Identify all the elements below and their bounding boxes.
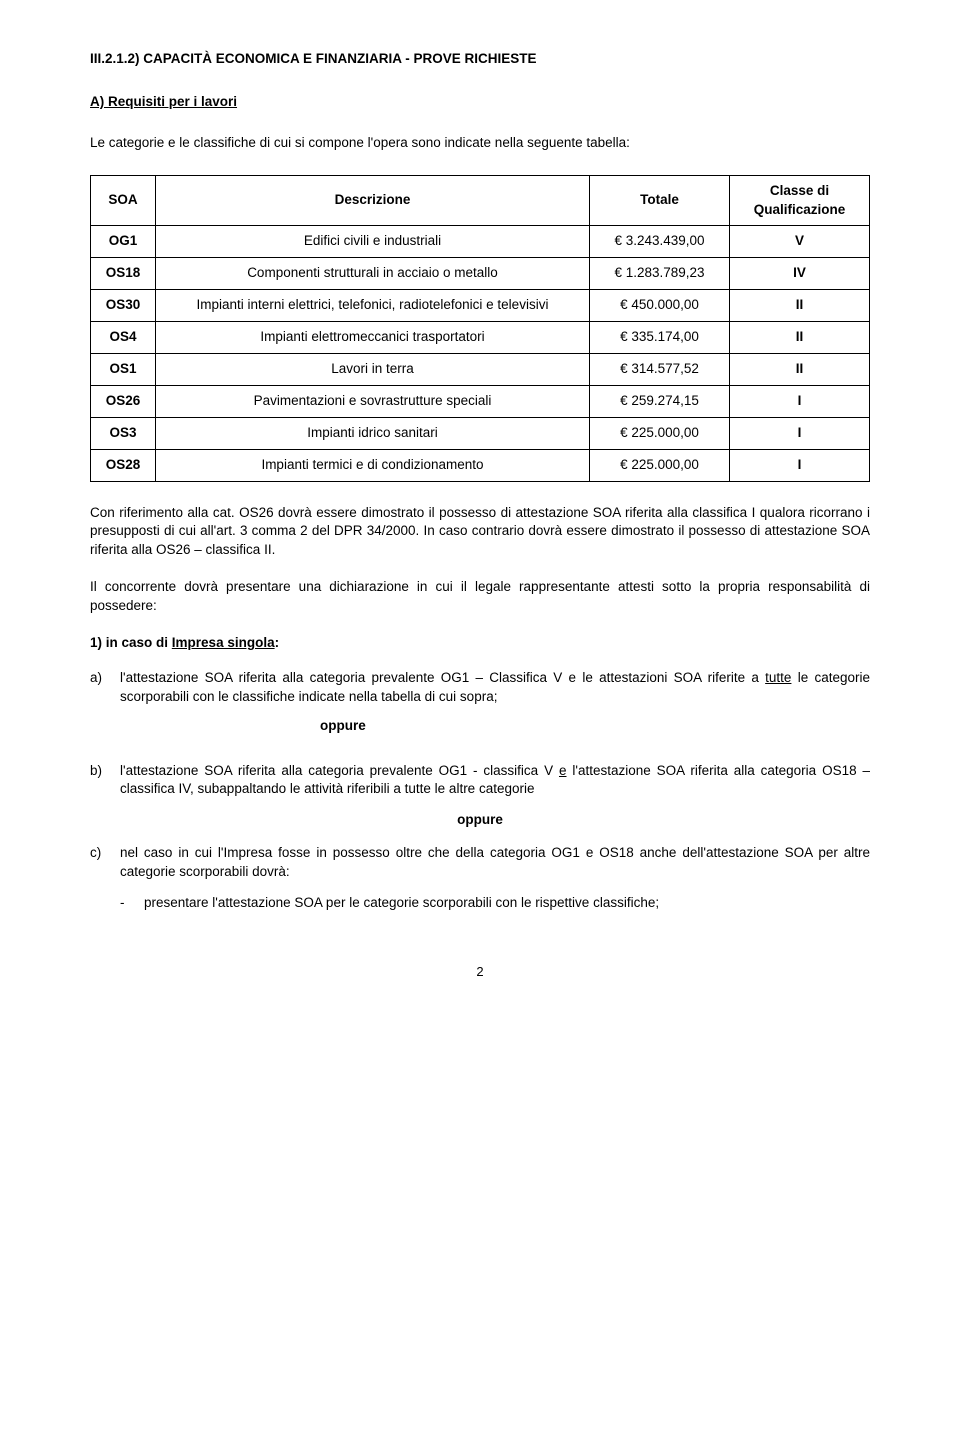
item-c-letter: c) xyxy=(90,844,120,882)
item-c: c) nel caso in cui l'Impresa fosse in po… xyxy=(90,844,870,882)
item-b-text1: l'attestazione SOA riferita alla categor… xyxy=(120,763,559,778)
item-b-letter: b) xyxy=(90,762,120,800)
sub-text: presentare l'attestazione SOA per le cat… xyxy=(144,894,870,913)
cell-total: € 1.283.789,23 xyxy=(590,258,730,290)
cell-class: II xyxy=(730,290,870,322)
cell-code: OS30 xyxy=(91,290,156,322)
table-row: OS18 Componenti strutturali in acciaio o… xyxy=(91,258,870,290)
th-class: Classe di Qualificazione xyxy=(730,175,870,226)
cell-desc: Pavimentazioni e sovrastrutture speciali xyxy=(156,385,590,417)
item-a-underline: tutte xyxy=(765,670,791,685)
cell-class: I xyxy=(730,449,870,481)
table-header-row: SOA Descrizione Totale Classe di Qualifi… xyxy=(91,175,870,226)
table-row: OS4 Impianti elettromeccanici trasportat… xyxy=(91,322,870,354)
cell-code: OS4 xyxy=(91,322,156,354)
cell-total: € 335.174,00 xyxy=(590,322,730,354)
item-a-content: l'attestazione SOA riferita alla categor… xyxy=(120,669,870,750)
list-text: in caso di xyxy=(102,635,172,650)
cell-code: OS1 xyxy=(91,354,156,386)
cell-code: OS18 xyxy=(91,258,156,290)
list-prefix: 1) xyxy=(90,635,102,650)
subsection-title: A) Requisiti per i lavori xyxy=(90,93,870,112)
item-b-content: l'attestazione SOA riferita alla categor… xyxy=(120,762,870,800)
cell-class: I xyxy=(730,417,870,449)
list-suffix: : xyxy=(275,635,280,650)
item-a-text1: l'attestazione SOA riferita alla categor… xyxy=(120,670,765,685)
cell-desc: Impianti idrico sanitari xyxy=(156,417,590,449)
cell-desc: Impianti termici e di condizionamento xyxy=(156,449,590,481)
intro-text: Le categorie e le classifiche di cui si … xyxy=(90,134,870,153)
cell-desc: Impianti interni elettrici, telefonici, … xyxy=(156,290,590,322)
cell-class: V xyxy=(730,226,870,258)
cell-class: II xyxy=(730,354,870,386)
th-soa: SOA xyxy=(91,175,156,226)
cell-code: OS26 xyxy=(91,385,156,417)
th-desc: Descrizione xyxy=(156,175,590,226)
cell-desc: Impianti elettromeccanici trasportatori xyxy=(156,322,590,354)
cell-total: € 450.000,00 xyxy=(590,290,730,322)
cell-total: € 3.243.439,00 xyxy=(590,226,730,258)
section-title-prefix: III.2.1.2) C xyxy=(90,51,153,66)
item-a-letter: a) xyxy=(90,669,120,750)
item-b: b) l'attestazione SOA riferita alla cate… xyxy=(90,762,870,800)
sub-item: - presentare l'attestazione SOA per le c… xyxy=(120,894,870,913)
table-row: OS3 Impianti idrico sanitari € 225.000,0… xyxy=(91,417,870,449)
cell-class: II xyxy=(730,322,870,354)
table-row: OS30 Impianti interni elettrici, telefon… xyxy=(91,290,870,322)
list-underline: Impresa singola xyxy=(172,635,275,650)
sub-dash: - xyxy=(120,894,144,913)
paragraph-2: Il concorrente dovrà presentare una dich… xyxy=(90,578,870,616)
oppure-2: oppure xyxy=(90,811,870,830)
page-number: 2 xyxy=(90,963,870,981)
cell-total: € 259.274,15 xyxy=(590,385,730,417)
cell-total: € 314.577,52 xyxy=(590,354,730,386)
oppure-1: oppure xyxy=(120,717,870,736)
cell-class: I xyxy=(730,385,870,417)
requirements-table: SOA Descrizione Totale Classe di Qualifi… xyxy=(90,175,870,482)
list-item-1: 1) in caso di Impresa singola: xyxy=(90,634,870,653)
item-c-content: nel caso in cui l'Impresa fosse in posse… xyxy=(120,844,870,882)
cell-total: € 225.000,00 xyxy=(590,449,730,481)
table-row: OS28 Impianti termici e di condizionamen… xyxy=(91,449,870,481)
cell-desc: Lavori in terra xyxy=(156,354,590,386)
paragraph-1: Con riferimento alla cat. OS26 dovrà ess… xyxy=(90,504,870,561)
cell-desc: Edifici civili e industriali xyxy=(156,226,590,258)
cell-code: OS3 xyxy=(91,417,156,449)
cell-code: OS28 xyxy=(91,449,156,481)
th-total: Totale xyxy=(590,175,730,226)
cell-total: € 225.000,00 xyxy=(590,417,730,449)
cell-class: IV xyxy=(730,258,870,290)
section-title-rest: APACITÀ ECONOMICA E FINANZIARIA - PROVE … xyxy=(153,51,537,66)
item-a: a) l'attestazione SOA riferita alla cate… xyxy=(90,669,870,750)
item-b-underline: e xyxy=(559,763,567,778)
section-title: III.2.1.2) CAPACITÀ ECONOMICA E FINANZIA… xyxy=(90,50,870,69)
table-row: OS1 Lavori in terra € 314.577,52 II xyxy=(91,354,870,386)
cell-code: OG1 xyxy=(91,226,156,258)
table-row: OG1 Edifici civili e industriali € 3.243… xyxy=(91,226,870,258)
cell-desc: Componenti strutturali in acciaio o meta… xyxy=(156,258,590,290)
table-row: OS26 Pavimentazioni e sovrastrutture spe… xyxy=(91,385,870,417)
